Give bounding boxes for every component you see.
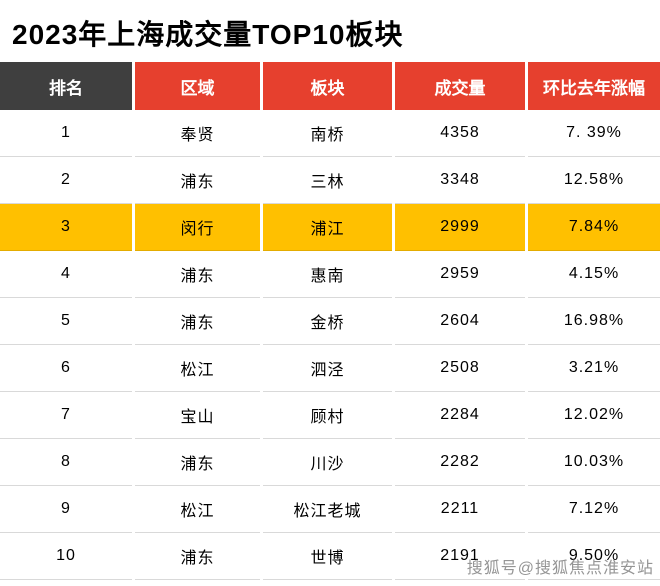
- cell-volume: 2508: [395, 345, 525, 392]
- cell-volume: 2211: [395, 486, 525, 533]
- cell-sector: 川沙: [263, 439, 392, 486]
- cell-rank: 8: [0, 439, 132, 486]
- cell-volume: 3348: [395, 157, 525, 204]
- header-cell-rank: 排名: [0, 62, 132, 110]
- cell-region: 浦东: [135, 533, 260, 580]
- page-title: 2023年上海成交量TOP10板块: [12, 19, 404, 50]
- cell-change: 16.98%: [528, 298, 660, 345]
- cell-volume: 2604: [395, 298, 525, 345]
- cell-sector: 三林: [263, 157, 392, 204]
- cell-sector: 世博: [263, 533, 392, 580]
- cell-region: 浦东: [135, 439, 260, 486]
- cell-region: 宝山: [135, 392, 260, 439]
- cell-rank: 6: [0, 345, 132, 392]
- cell-change: 12.02%: [528, 392, 660, 439]
- cell-region: 松江: [135, 345, 260, 392]
- cell-region: 奉贤: [135, 110, 260, 157]
- cell-rank: 9: [0, 486, 132, 533]
- cell-sector: 泗泾: [263, 345, 392, 392]
- cell-change: 9.50%: [528, 533, 660, 580]
- cell-volume: 4358: [395, 110, 525, 157]
- cell-change: 7.12%: [528, 486, 660, 533]
- cell-sector: 南桥: [263, 110, 392, 157]
- cell-sector: 金桥: [263, 298, 392, 345]
- cell-region-highlighted: 闵行: [135, 204, 260, 251]
- cell-rank: 7: [0, 392, 132, 439]
- header-cell-region: 区域: [135, 62, 260, 110]
- cell-region: 松江: [135, 486, 260, 533]
- cell-volume-highlighted: 2999: [395, 204, 525, 251]
- cell-rank: 1: [0, 110, 132, 157]
- cell-region: 浦东: [135, 251, 260, 298]
- cell-rank: 5: [0, 298, 132, 345]
- ranking-table: 排名 区域 板块 成交量 环比去年涨幅 1 奉贤 南桥 4358 7. 39% …: [0, 62, 660, 580]
- cell-region: 浦东: [135, 157, 260, 204]
- cell-rank: 2: [0, 157, 132, 204]
- cell-change: 3.21%: [528, 345, 660, 392]
- header-cell-sector: 板块: [263, 62, 392, 110]
- cell-rank-highlighted: 3: [0, 204, 132, 251]
- cell-sector-highlighted: 浦江: [263, 204, 392, 251]
- header-cell-change: 环比去年涨幅: [528, 62, 660, 110]
- cell-sector: 顾村: [263, 392, 392, 439]
- cell-sector: 松江老城: [263, 486, 392, 533]
- cell-change: 4.15%: [528, 251, 660, 298]
- cell-change: 10.03%: [528, 439, 660, 486]
- cell-change: 12.58%: [528, 157, 660, 204]
- cell-sector: 惠南: [263, 251, 392, 298]
- cell-change-highlighted: 7.84%: [528, 204, 660, 251]
- cell-volume: 2191: [395, 533, 525, 580]
- cell-change: 7. 39%: [528, 110, 660, 157]
- cell-volume: 2959: [395, 251, 525, 298]
- header-cell-volume: 成交量: [395, 62, 525, 110]
- cell-rank: 4: [0, 251, 132, 298]
- cell-region: 浦东: [135, 298, 260, 345]
- cell-volume: 2284: [395, 392, 525, 439]
- cell-volume: 2282: [395, 439, 525, 486]
- cell-rank: 10: [0, 533, 132, 580]
